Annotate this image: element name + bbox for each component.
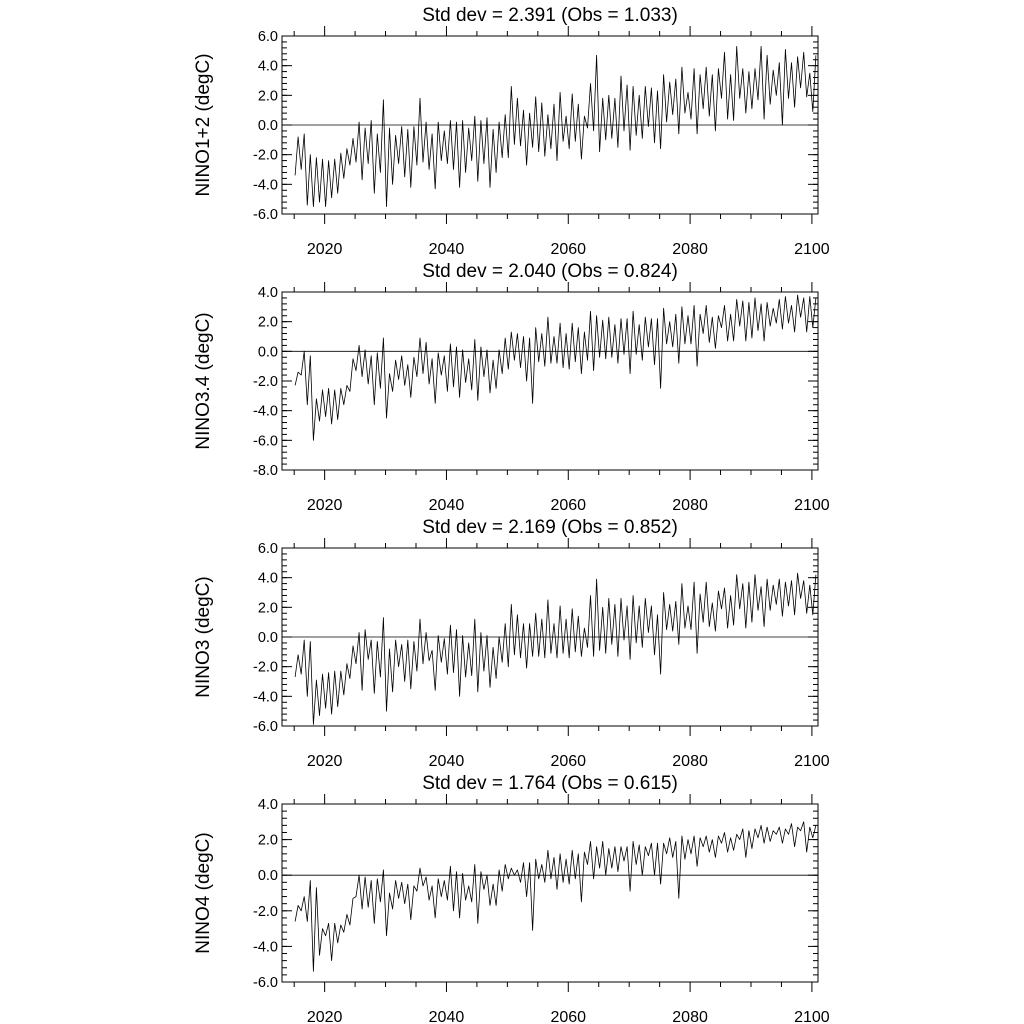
- y-tick-label: 0.0: [258, 344, 278, 360]
- x-tick-label: 2080: [672, 241, 708, 258]
- x-tick-label: 2060: [550, 753, 586, 770]
- x-tick-label: 2100: [794, 241, 830, 258]
- x-tick-label: 2020: [307, 241, 343, 258]
- data-series-line: [294, 46, 817, 207]
- y-tick-label: -6.0: [253, 975, 278, 991]
- data-series-line: [294, 821, 817, 972]
- chart-title: Std dev = 2.391 (Obs = 1.033): [422, 5, 678, 26]
- y-tick-label: 4.0: [258, 59, 278, 75]
- y-tick-label: -2.0: [253, 148, 278, 164]
- y-tick-label: 6.0: [258, 541, 278, 557]
- y-tick-label: 0.0: [258, 868, 278, 884]
- x-tick-label: 2080: [672, 497, 708, 514]
- x-tick-label: 2100: [794, 753, 830, 770]
- y-tick-label: -2.0: [253, 904, 278, 920]
- y-tick-label: 4.0: [258, 571, 278, 587]
- y-tick-label: 2.0: [258, 600, 278, 616]
- chart-title: Std dev = 1.764 (Obs = 0.615): [422, 773, 678, 794]
- data-series-line: [294, 572, 817, 725]
- chart-panel-4: Std dev = 1.764 (Obs = 0.615) NINO4 (degC…: [193, 773, 830, 1024]
- y-axis-label: NINO4 (degC): [193, 832, 214, 953]
- x-tick-label: 2100: [794, 497, 830, 514]
- y-tick-label: 0.0: [258, 630, 278, 646]
- x-tick-label: 2040: [429, 753, 465, 770]
- y-tick-label: 2.0: [258, 88, 278, 104]
- plot-frame: [281, 291, 819, 471]
- y-tick-label: -4.0: [253, 177, 278, 193]
- y-axis-label: NINO1+2 (degC): [193, 53, 214, 196]
- y-tick-label: -6.0: [253, 433, 278, 449]
- x-tick-label: 2040: [429, 241, 465, 258]
- y-tick-label: -4.0: [253, 689, 278, 705]
- x-tick-label: 2020: [307, 753, 343, 770]
- x-tick-label: 2060: [550, 497, 586, 514]
- x-tick-label: 2060: [550, 241, 586, 258]
- y-tick-label: 2.0: [258, 315, 278, 331]
- x-tick-label: 2080: [672, 1009, 708, 1024]
- x-tick-label: 2020: [307, 1009, 343, 1024]
- chart-panel-2: Std dev = 2.040 (Obs = 0.824) NINO3.4 (de…: [193, 261, 830, 514]
- plot-frame: [281, 803, 819, 983]
- data-series-line: [294, 294, 817, 441]
- y-tick-label: -4.0: [253, 939, 278, 955]
- x-tick-label: 2040: [429, 497, 465, 514]
- chart-title: Std dev = 2.169 (Obs = 0.852): [422, 517, 678, 538]
- y-tick-label: -4.0: [253, 404, 278, 420]
- x-tick-label: 2060: [550, 1009, 586, 1024]
- y-tick-label: 4.0: [258, 797, 278, 813]
- y-tick-label: -2.0: [253, 374, 278, 390]
- y-tick-label: -6.0: [253, 719, 278, 735]
- y-tick-label: -2.0: [253, 660, 278, 676]
- chart-panel-3: Std dev = 2.169 (Obs = 0.852) NINO3 (degC…: [193, 517, 830, 770]
- x-tick-label: 2040: [429, 1009, 465, 1024]
- y-axis-label: NINO3.4 (degC): [193, 312, 214, 449]
- y-tick-label: 4.0: [258, 285, 278, 301]
- y-tick-label: 6.0: [258, 29, 278, 45]
- y-tick-label: 0.0: [258, 118, 278, 134]
- y-tick-label: -6.0: [253, 207, 278, 223]
- x-tick-label: 2020: [307, 497, 343, 514]
- y-tick-label: 2.0: [258, 833, 278, 849]
- chart-title: Std dev = 2.040 (Obs = 0.824): [422, 261, 678, 282]
- x-tick-label: 2080: [672, 753, 708, 770]
- y-tick-label: -8.0: [253, 463, 278, 479]
- x-tick-label: 2100: [794, 1009, 830, 1024]
- chart-panel-1: Std dev = 2.391 (Obs = 1.033) NINO1+2 (de…: [193, 5, 830, 258]
- y-axis-label: NINO3 (degC): [193, 576, 214, 697]
